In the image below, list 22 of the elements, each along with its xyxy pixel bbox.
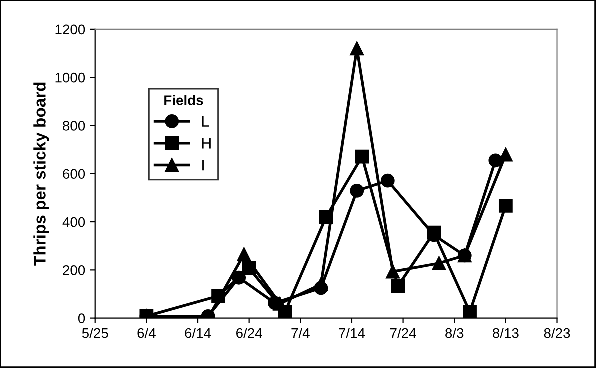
x-tick-label: 7/14 (339, 328, 366, 338)
x-tick-label: 5/25 (82, 328, 108, 338)
x-tick-label: 8/3 (446, 328, 464, 338)
y-tick-label: 400 (62, 217, 86, 228)
x-tick-label: 8/13 (493, 328, 519, 338)
x-tick-label: 6/14 (185, 328, 212, 338)
x-tick-label: 7/24 (390, 328, 416, 338)
legend-label: L (202, 116, 210, 127)
legend-title: Fields (164, 95, 204, 106)
y-tick-label: 0 (78, 314, 86, 324)
y-tick-label: 800 (63, 121, 86, 131)
y-tick-label: 600 (63, 169, 86, 180)
legend-label: I (202, 160, 204, 171)
y-tick-label: 200 (63, 266, 86, 276)
y-axis-title: Thrips per sticky board (34, 82, 50, 266)
x-tick-label: 6/24 (236, 328, 262, 338)
x-tick-label: 8/23 (544, 328, 570, 338)
x-tick-label: 7/4 (292, 328, 310, 338)
x-tick-label: 6/4 (138, 328, 156, 338)
legend-label: H (202, 138, 211, 149)
y-tick-label: 1200 (56, 24, 86, 35)
y-tick-label: 1000 (56, 72, 86, 83)
